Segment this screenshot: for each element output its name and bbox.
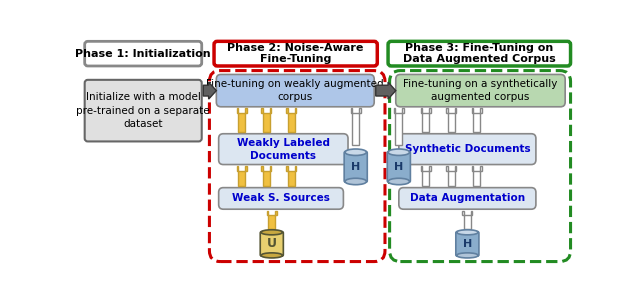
Text: Fine-tuning on a synthetically
augmented corpus: Fine-tuning on a synthetically augmented… <box>403 79 557 102</box>
Polygon shape <box>446 166 456 186</box>
Polygon shape <box>204 82 216 99</box>
FancyBboxPatch shape <box>387 151 410 182</box>
Text: H: H <box>463 239 472 249</box>
Polygon shape <box>420 108 431 132</box>
FancyBboxPatch shape <box>260 232 284 256</box>
FancyBboxPatch shape <box>219 134 348 165</box>
Text: Weak S. Sources: Weak S. Sources <box>232 193 330 203</box>
Text: H: H <box>394 162 403 172</box>
Ellipse shape <box>388 149 410 155</box>
Polygon shape <box>472 108 482 132</box>
Ellipse shape <box>345 149 367 155</box>
Polygon shape <box>446 108 456 132</box>
Polygon shape <box>462 211 472 229</box>
FancyBboxPatch shape <box>399 188 536 209</box>
Polygon shape <box>286 108 296 132</box>
Text: H: H <box>351 162 360 172</box>
Polygon shape <box>351 108 361 145</box>
Polygon shape <box>394 108 404 145</box>
Polygon shape <box>472 166 482 186</box>
Ellipse shape <box>261 253 283 258</box>
Polygon shape <box>237 166 247 186</box>
Ellipse shape <box>345 178 367 185</box>
Ellipse shape <box>388 178 410 185</box>
Text: Initialize with a model
pre-trained on a separate
dataset: Initialize with a model pre-trained on a… <box>76 92 210 129</box>
Text: Phase 2: Noise-Aware
Fine-Tuning: Phase 2: Noise-Aware Fine-Tuning <box>227 43 364 65</box>
Polygon shape <box>286 166 296 186</box>
Text: Phase 3: Fine-Tuning on
Data Augmented Corpus: Phase 3: Fine-Tuning on Data Augmented C… <box>403 43 556 65</box>
FancyBboxPatch shape <box>84 41 202 66</box>
Text: Weakly Labeled
Documents: Weakly Labeled Documents <box>237 137 330 161</box>
FancyBboxPatch shape <box>396 74 565 107</box>
Ellipse shape <box>261 230 283 235</box>
FancyBboxPatch shape <box>214 41 378 66</box>
Polygon shape <box>261 166 271 186</box>
FancyBboxPatch shape <box>344 151 367 182</box>
Ellipse shape <box>456 253 478 258</box>
Ellipse shape <box>456 230 478 235</box>
Polygon shape <box>376 82 396 99</box>
Text: Fine-tuning on weakly augmented
corpus: Fine-tuning on weakly augmented corpus <box>206 79 384 102</box>
Text: Synthetic Documents: Synthetic Documents <box>404 144 530 154</box>
FancyBboxPatch shape <box>219 188 344 209</box>
Polygon shape <box>237 108 247 132</box>
Polygon shape <box>420 166 431 186</box>
FancyBboxPatch shape <box>84 80 202 141</box>
FancyBboxPatch shape <box>456 232 479 256</box>
FancyBboxPatch shape <box>216 74 374 107</box>
Polygon shape <box>261 108 271 132</box>
Text: Data Augmentation: Data Augmentation <box>410 193 525 203</box>
FancyBboxPatch shape <box>388 41 570 66</box>
Polygon shape <box>267 211 276 229</box>
FancyBboxPatch shape <box>399 134 536 165</box>
Text: Phase 1: Initialization: Phase 1: Initialization <box>76 49 211 59</box>
Text: U: U <box>267 237 276 250</box>
